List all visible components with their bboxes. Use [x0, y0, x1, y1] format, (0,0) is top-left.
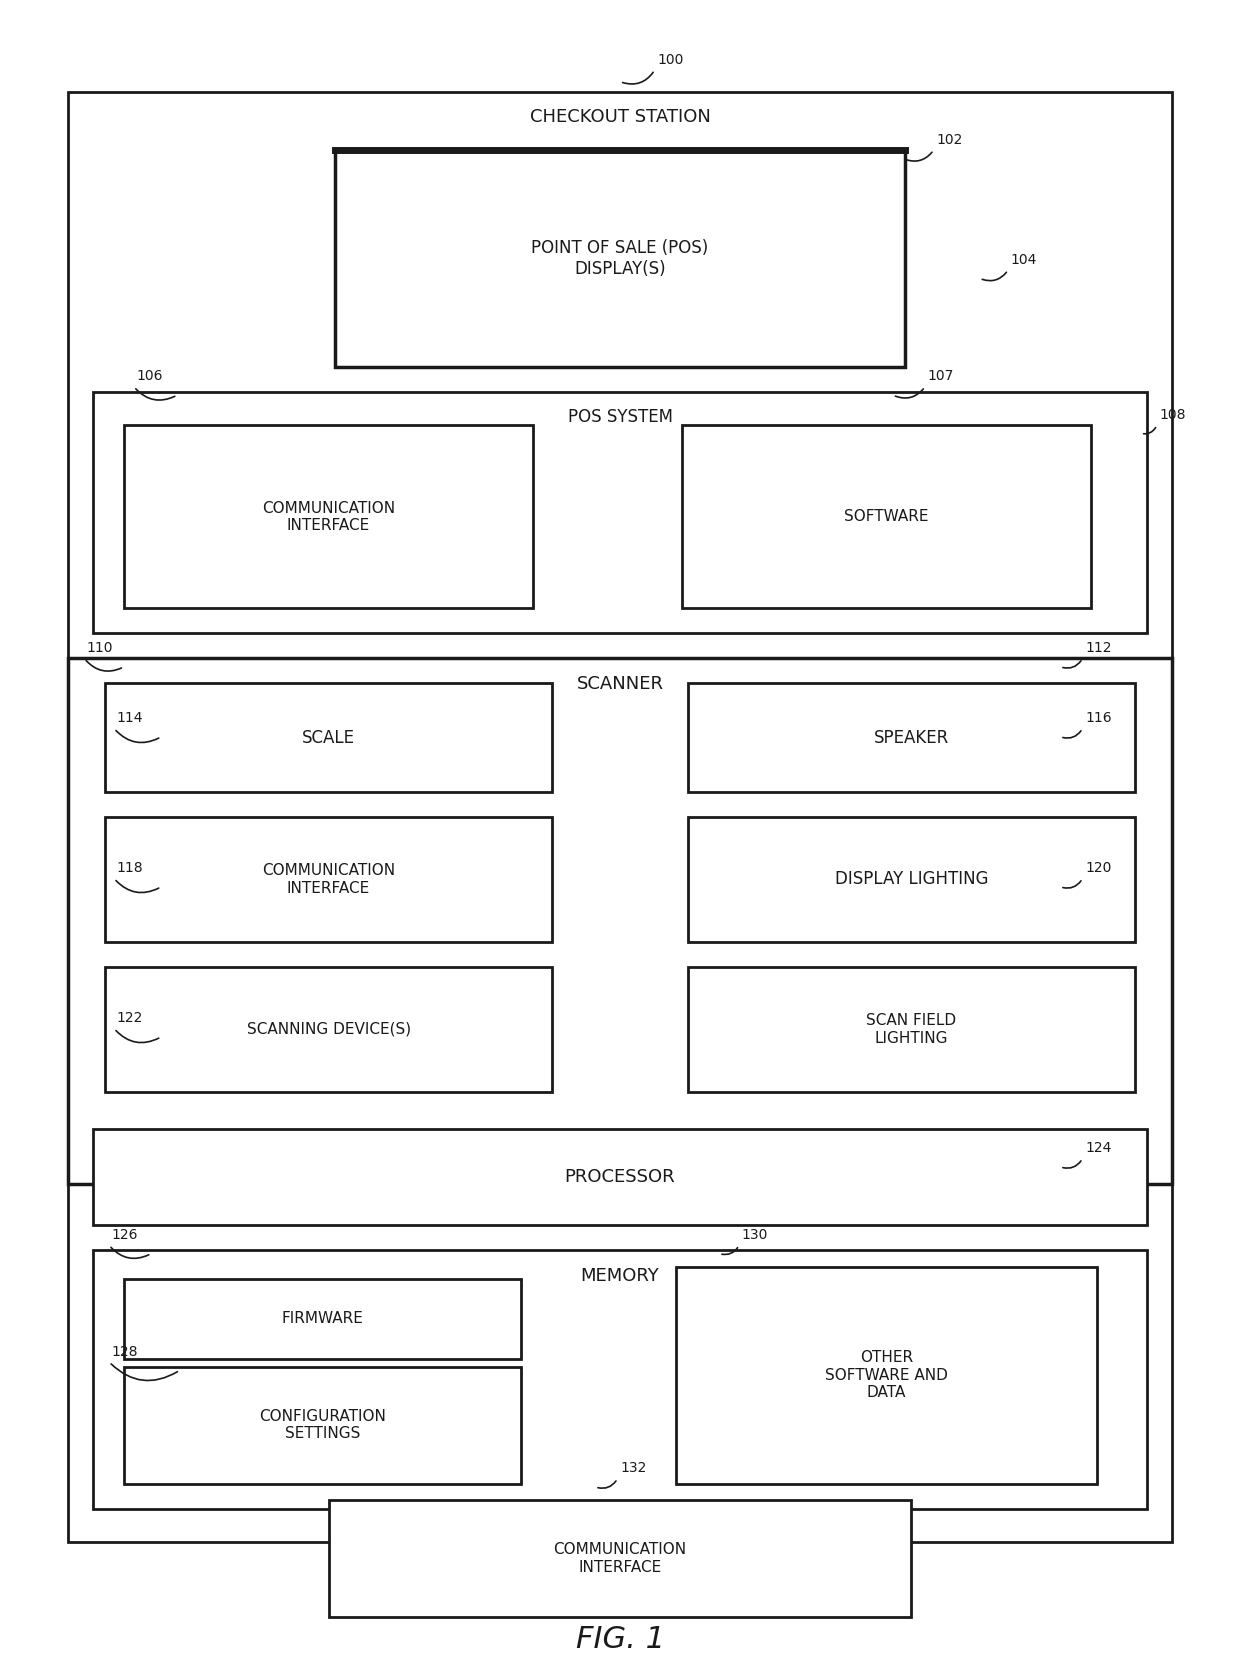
Text: OTHER
SOFTWARE AND
DATA: OTHER SOFTWARE AND DATA [825, 1350, 949, 1400]
Text: 118: 118 [117, 862, 143, 875]
Text: 126: 126 [112, 1229, 138, 1242]
Text: 120: 120 [1085, 862, 1111, 875]
Bar [335, 150, 905, 367]
Bar [124, 425, 533, 608]
Text: 114: 114 [117, 712, 143, 725]
Bar [105, 967, 552, 1092]
Text: 128: 128 [112, 1345, 138, 1359]
Text: MEMORY: MEMORY [580, 1267, 660, 1285]
Text: FIRMWARE: FIRMWARE [281, 1312, 363, 1325]
Text: SCANNER: SCANNER [577, 675, 663, 693]
Bar [93, 392, 1147, 633]
Text: FIG. 1: FIG. 1 [575, 1625, 665, 1654]
Text: 132: 132 [620, 1462, 646, 1475]
Text: SCANNING DEVICE(S): SCANNING DEVICE(S) [247, 1022, 410, 1037]
Text: POINT OF SALE (POS)
DISPLAY(S): POINT OF SALE (POS) DISPLAY(S) [532, 238, 708, 278]
Text: 124: 124 [1085, 1142, 1111, 1155]
Text: SCAN FIELD
LIGHTING: SCAN FIELD LIGHTING [867, 1014, 956, 1045]
Bar [124, 1367, 521, 1484]
Text: 110: 110 [87, 642, 113, 655]
Text: 106: 106 [136, 370, 162, 383]
Text: 102: 102 [936, 133, 962, 147]
Bar [682, 425, 1091, 608]
Bar [688, 817, 1135, 942]
Text: 116: 116 [1085, 712, 1111, 725]
Bar [688, 967, 1135, 1092]
Bar [676, 1267, 1097, 1484]
Bar [105, 683, 552, 792]
Text: 104: 104 [1011, 253, 1037, 267]
Text: 112: 112 [1085, 642, 1111, 655]
Text: 108: 108 [1159, 408, 1185, 422]
Text: SOFTWARE: SOFTWARE [844, 510, 929, 523]
Text: PROCESSOR: PROCESSOR [564, 1169, 676, 1185]
Text: POS SYSTEM: POS SYSTEM [568, 408, 672, 427]
Text: DISPLAY LIGHTING: DISPLAY LIGHTING [835, 870, 988, 889]
Bar [329, 1500, 911, 1617]
Text: 100: 100 [657, 53, 683, 67]
Text: 122: 122 [117, 1012, 143, 1025]
Bar [93, 1129, 1147, 1225]
Text: COMMUNICATION
INTERFACE: COMMUNICATION INTERFACE [553, 1542, 687, 1575]
Text: SCALE: SCALE [303, 728, 355, 747]
Text: CONFIGURATION
SETTINGS: CONFIGURATION SETTINGS [259, 1409, 386, 1442]
Bar [688, 683, 1135, 792]
Bar [105, 817, 552, 942]
Text: SPEAKER: SPEAKER [874, 728, 949, 747]
Bar [68, 92, 1172, 1542]
Text: COMMUNICATION
INTERFACE: COMMUNICATION INTERFACE [262, 500, 396, 533]
Text: 107: 107 [928, 370, 954, 383]
Bar [124, 1279, 521, 1359]
Text: CHECKOUT STATION: CHECKOUT STATION [529, 108, 711, 127]
Text: 130: 130 [742, 1229, 768, 1242]
Text: COMMUNICATION
INTERFACE: COMMUNICATION INTERFACE [262, 864, 396, 895]
Bar [68, 658, 1172, 1184]
Bar [93, 1250, 1147, 1509]
